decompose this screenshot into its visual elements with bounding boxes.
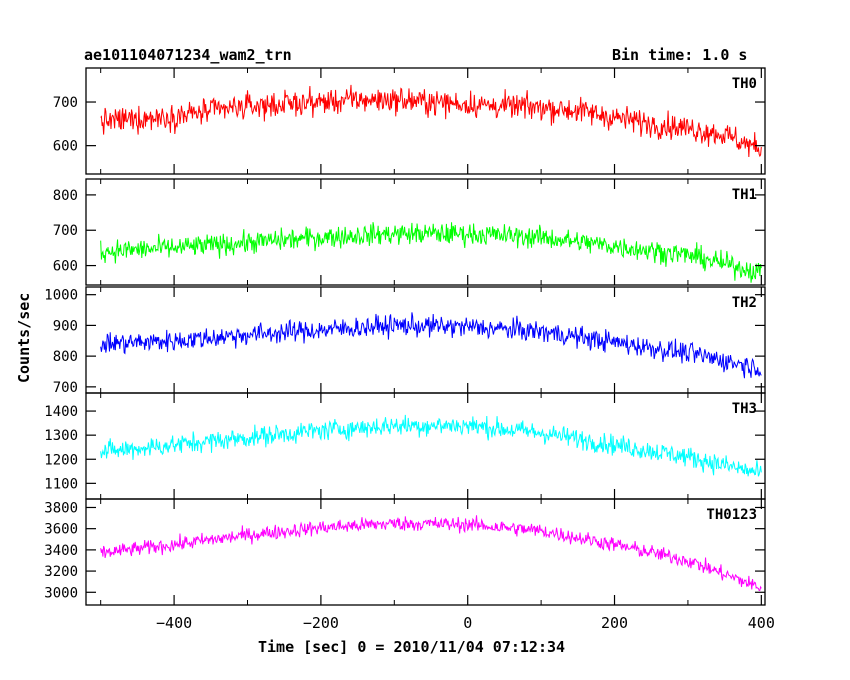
chart-title: ae101104071234_wam2_trn xyxy=(84,46,292,64)
y-tick-label: 700 xyxy=(53,380,78,396)
panel-label-th0123: TH0123 xyxy=(706,507,757,523)
panel-frame-th0 xyxy=(85,67,766,175)
x-tick-label: −200 xyxy=(303,614,339,632)
series-line-th0 xyxy=(100,84,762,158)
y-tick-label: 3600 xyxy=(44,522,78,538)
y-axis-label: Counts/sec xyxy=(15,292,33,383)
panel-frame-th3 xyxy=(85,392,766,500)
y-tick-label: 1200 xyxy=(44,452,78,468)
y-tick-label: 1000 xyxy=(44,288,78,304)
x-tick-label: 200 xyxy=(601,614,628,632)
panel-frame-th1 xyxy=(85,178,766,286)
panel-label-th0: TH0 xyxy=(732,76,757,92)
y-tick-label: 800 xyxy=(53,349,78,365)
x-tick-label: 0 xyxy=(463,614,472,632)
series-line-th3 xyxy=(100,414,762,477)
series-line-th1 xyxy=(100,222,762,283)
y-tick-label: 1100 xyxy=(44,476,78,492)
x-tick-label: 400 xyxy=(748,614,775,632)
series-line-th2 xyxy=(100,312,762,379)
panel-frame-th0123 xyxy=(85,498,766,606)
y-tick-label: 1400 xyxy=(44,404,78,420)
series-line-th0123 xyxy=(100,515,762,592)
bin-time-label: Bin time: 1.0 s xyxy=(612,46,748,64)
panel-label-th3: TH3 xyxy=(732,401,757,417)
x-tick-label: −400 xyxy=(156,614,192,632)
panel-frame-th2 xyxy=(85,286,766,394)
y-tick-label: 700 xyxy=(53,95,78,111)
y-tick-label: 1300 xyxy=(44,428,78,444)
panel-label-th2: TH2 xyxy=(732,295,757,311)
panel-label-th1: TH1 xyxy=(732,187,757,203)
y-tick-label: 3400 xyxy=(44,543,78,559)
x-axis-label: Time [sec] 0 = 2010/11/04 07:12:34 xyxy=(258,638,566,656)
y-tick-label: 600 xyxy=(53,139,78,155)
y-tick-label: 600 xyxy=(53,259,78,275)
y-tick-label: 3200 xyxy=(44,564,78,580)
y-tick-label: 3800 xyxy=(44,500,78,516)
y-tick-label: 900 xyxy=(53,318,78,334)
y-tick-label: 3000 xyxy=(44,585,78,601)
y-tick-label: 800 xyxy=(53,188,78,204)
y-tick-label: 700 xyxy=(53,223,78,239)
